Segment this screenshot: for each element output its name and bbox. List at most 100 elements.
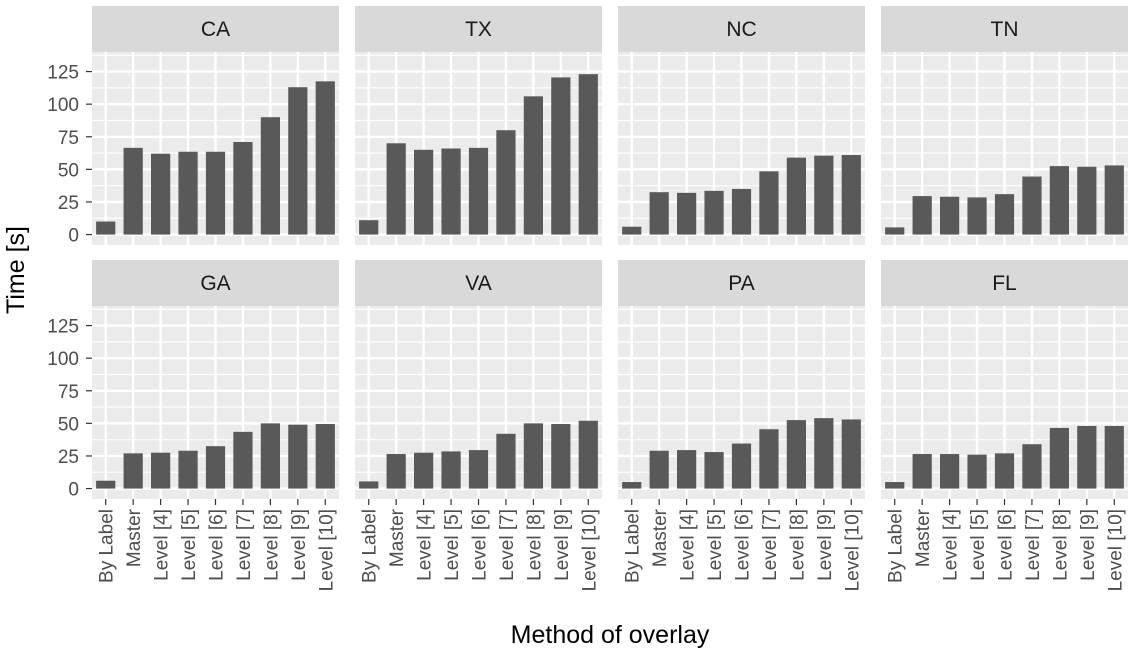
bar-va-level-7 xyxy=(496,433,516,489)
bar-pa-level-9 xyxy=(814,418,834,489)
bar-pa-level-4 xyxy=(677,450,697,489)
facet-strip xyxy=(618,260,865,306)
x-tick-label: Level [5] xyxy=(179,509,200,581)
x-tick-label: Level [6] xyxy=(207,509,228,581)
bar-tn-level-10 xyxy=(1104,165,1124,235)
x-tick-label: Level [4] xyxy=(415,509,436,581)
facet-strip xyxy=(92,260,339,306)
x-tick-label: Master xyxy=(650,508,671,567)
bar-ga-by-label xyxy=(96,480,116,489)
bar-va-level-6 xyxy=(468,450,489,489)
facet-strip xyxy=(355,260,602,306)
facet-label: FL xyxy=(992,272,1017,295)
facet-label: NC xyxy=(726,18,756,41)
bar-ca-master xyxy=(123,147,143,235)
bar-ca-level-10 xyxy=(315,81,335,235)
bar-ga-level-7 xyxy=(233,431,253,489)
bar-tn-by-label xyxy=(885,227,905,235)
facet-label: CA xyxy=(201,18,230,41)
x-tick-label: Level [6] xyxy=(996,509,1017,581)
x-tick-label: Level [9] xyxy=(552,509,573,581)
facet-ga: GA xyxy=(92,260,339,499)
bar-tn-level-5 xyxy=(967,197,987,235)
facet-tn: TN xyxy=(881,6,1128,245)
y-tick-label: 50 xyxy=(58,414,79,435)
bar-nc-level-10 xyxy=(841,155,861,235)
x-tick-label: By Label xyxy=(360,509,381,583)
y-tick-label: 0 xyxy=(68,480,79,501)
bar-va-level-4 xyxy=(414,452,434,489)
y-axis-ticks: 0 25 50 75 100 125 0 25 50 75 100 125 xyxy=(47,63,92,501)
facet-tx: TX xyxy=(355,6,602,245)
bar-fl-level-10 xyxy=(1104,425,1124,489)
x-tick-label: Level [8] xyxy=(524,509,545,581)
x-tick-label: Level [5] xyxy=(705,509,726,581)
facet-label: TX xyxy=(465,18,492,41)
x-tick-label: Level [7] xyxy=(234,509,255,581)
bar-tx-level-4 xyxy=(414,149,434,235)
bar-nc-by-label xyxy=(622,226,642,235)
bar-nc-level-6 xyxy=(731,188,752,235)
facet-va: VA xyxy=(355,260,602,499)
bar-fl-level-7 xyxy=(1022,444,1042,489)
y-tick-label: 25 xyxy=(58,193,79,214)
bar-tn-level-4 xyxy=(940,196,960,235)
x-tick-label: Level [4] xyxy=(678,509,699,581)
bar-pa-level-7 xyxy=(759,429,779,489)
bar-nc-level-4 xyxy=(677,192,697,235)
bar-tn-level-6 xyxy=(994,194,1015,235)
bar-tn-level-9 xyxy=(1077,166,1097,235)
y-axis-title: Time [s] xyxy=(2,226,30,314)
y-tick-label: 75 xyxy=(58,128,79,149)
y-tick-label: 75 xyxy=(58,382,79,403)
bar-ga-level-4 xyxy=(151,452,171,489)
x-tick-label: Master xyxy=(387,508,408,567)
y-tick-label: 50 xyxy=(58,160,79,181)
y-tick-label: 125 xyxy=(47,63,79,84)
bar-nc-level-8 xyxy=(786,157,806,235)
facet-nc: NC xyxy=(618,6,865,245)
facet-strip xyxy=(92,6,339,52)
x-tick-label: By Label xyxy=(97,509,118,583)
bar-ga-level-8 xyxy=(260,423,280,489)
facet-panels: CA TX NC TN GA VA PA FL xyxy=(92,6,1128,499)
x-tick-label: Level [7] xyxy=(760,509,781,581)
y-tick-label: 100 xyxy=(47,349,79,370)
x-tick-label: Level [4] xyxy=(941,509,962,581)
facet-strip xyxy=(881,260,1128,306)
bar-tn-level-8 xyxy=(1049,166,1069,235)
x-tick-label: Level [7] xyxy=(1023,509,1044,581)
bar-tx-level-7 xyxy=(496,130,516,235)
x-tick-label: Level [8] xyxy=(261,509,282,581)
x-tick-label: Level [10] xyxy=(316,509,337,591)
x-tick-label: Level [9] xyxy=(815,509,836,581)
bar-ga-level-10 xyxy=(315,424,335,489)
bar-nc-master xyxy=(649,192,669,235)
x-tick-label: Level [9] xyxy=(1078,509,1099,581)
bar-fl-level-9 xyxy=(1077,425,1097,489)
y-tick-label: 125 xyxy=(47,317,79,338)
x-tick-label: Level [10] xyxy=(1105,509,1126,591)
x-axis-title: Method of overlay xyxy=(511,621,710,649)
bar-va-level-10 xyxy=(578,420,598,489)
bar-fl-level-5 xyxy=(967,454,987,489)
x-tick-label: Level [6] xyxy=(470,509,491,581)
x-tick-label: Master xyxy=(124,508,145,567)
bar-ca-level-8 xyxy=(260,117,280,235)
x-tick-label: Level [9] xyxy=(289,509,310,581)
bar-ca-level-6 xyxy=(205,151,226,235)
bar-fl-level-8 xyxy=(1049,427,1069,489)
bar-tx-level-5 xyxy=(441,148,461,235)
x-tick-label: Level [5] xyxy=(968,509,989,581)
facet-fl: FL xyxy=(881,260,1128,499)
bar-tx-level-6 xyxy=(468,147,489,235)
bar-tx-level-10 xyxy=(578,74,598,235)
facet-label: TN xyxy=(991,18,1019,41)
bar-ca-level-5 xyxy=(178,151,198,235)
bar-tx-by-label xyxy=(359,220,379,235)
bar-ca-level-7 xyxy=(233,141,253,235)
x-tick-label: By Label xyxy=(623,509,644,583)
bar-nc-level-5 xyxy=(704,190,724,235)
x-tick-label: Level [10] xyxy=(842,509,863,591)
facet-ca: CA xyxy=(92,6,339,245)
